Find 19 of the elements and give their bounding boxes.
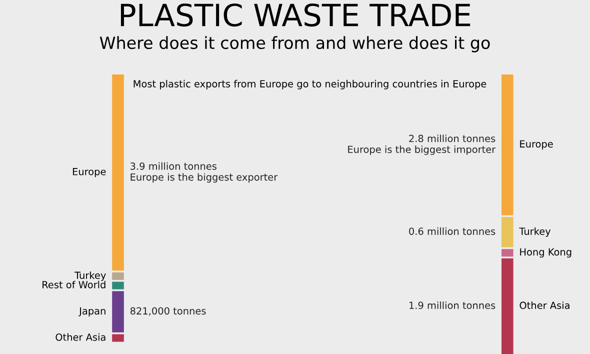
category-label: Europe [520,140,553,150]
text: Europe is the biggest exporter [130,173,278,183]
category-label: Turkey [519,227,551,237]
data-label: 3.9 million tonnes [130,162,216,170]
category-label: Hong Kong [520,248,572,258]
category-label: Rest of World [42,280,106,288]
category-label: Other Asia [56,333,106,341]
category-label: Other Asia [520,301,570,310]
category-label: Japan [78,307,106,316]
text: Most plastic exports from Europe go to neighbouring countries in Europe [134,80,486,90]
text: Where does it come from and where does it go [100,36,490,52]
category-label: Europe [72,168,106,178]
data-label: 0.6 million tonnes [409,227,496,235]
text: PLASTIC WASTE TRADE [120,3,470,27]
data-label: 1.9 million tonnes [410,301,496,310]
data-label: 821,000 tonnes [130,307,206,316]
category-label: Turkey [74,271,106,281]
text: Europe is the biggest importer [348,146,496,155]
data-label: 2.8 million tonnes [409,134,496,142]
